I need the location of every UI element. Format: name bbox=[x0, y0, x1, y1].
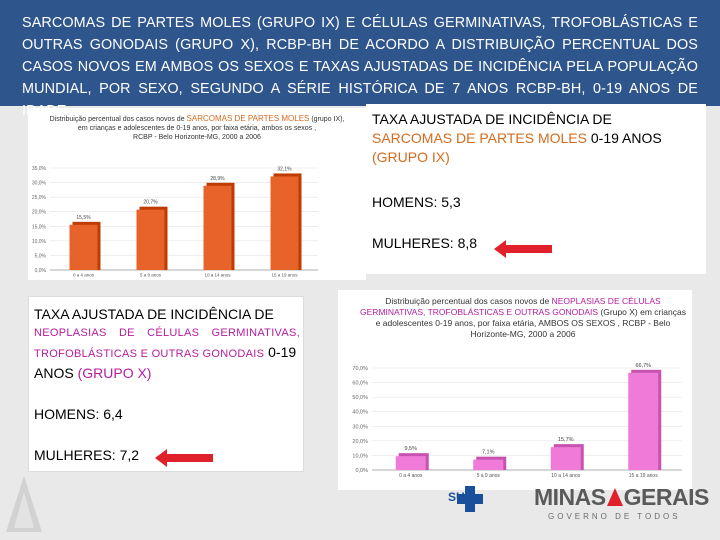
chart2-ytick-label: 0,0% bbox=[355, 468, 368, 474]
chart2-ytick-label: 30,0% bbox=[352, 424, 368, 430]
chart2-title: Distribuição percentual dos casos novos … bbox=[358, 296, 688, 340]
decorative-triangle-icon bbox=[6, 476, 42, 532]
chart1-data-label: 28,9% bbox=[210, 176, 225, 182]
chart1-bar bbox=[270, 176, 299, 270]
header-line-3: CASOS NOVOS EM AMBOS OS SEXOS E TAXAS AJ… bbox=[22, 59, 698, 75]
panel-right-homens: HOMENS: 5,3 bbox=[372, 194, 461, 210]
chart1-category-label: 5 a 9 anos bbox=[140, 273, 162, 278]
header-line-1: SARCOMAS DE PARTES MOLES (GRUPO IX) E CÉ… bbox=[22, 15, 698, 31]
chart-sarcomas: Distribuição percentual dos casos novos … bbox=[28, 108, 366, 280]
chart2-category-label: 10 a 14 anos bbox=[551, 473, 580, 479]
chart1-ytick-label: 30,0% bbox=[32, 181, 47, 187]
chart1-ytick-label: 10,0% bbox=[32, 239, 47, 245]
chart2-bar bbox=[550, 447, 581, 470]
panel-left-line4: ANOS bbox=[34, 365, 78, 381]
panel-sarcomas-rate: TAXA AJUSTADA DE INCIDÊNCIA DE SARCOMAS … bbox=[366, 104, 706, 274]
chart1-plot: 0,0% 5,0% 10,0% 15,0% 20,0% 25,0% 30,0% 35,0% 15… bbox=[32, 166, 318, 278]
chart1-data-label: 32,1% bbox=[277, 166, 292, 172]
arrow-left-icon bbox=[494, 240, 552, 258]
panel-left-text: TAXA AJUSTADA DE INCIDÊNCIA DE NEOPLASIA… bbox=[34, 305, 300, 465]
chart-germinativas: Distribuição percentual dos casos novos … bbox=[338, 290, 692, 490]
chart1-ytick-label: 0,0% bbox=[35, 268, 47, 274]
panel-right-text: TAXA AJUSTADA DE INCIDÊNCIA DE SARCOMAS … bbox=[372, 110, 702, 253]
chart2-ytick-label: 20,0% bbox=[352, 439, 368, 445]
panel-left-group: (GRUPO X) bbox=[77, 365, 152, 381]
chart1-data-label: 20,7% bbox=[143, 200, 158, 206]
chart2-category-label: 0 a 4 anos bbox=[399, 473, 423, 479]
chart2-ytick-label: 50,0% bbox=[352, 395, 368, 401]
header-line-2: OUTRAS GONODAIS (GRUPO X), RCBP-BH DE AC… bbox=[22, 37, 698, 53]
chart2-bar bbox=[473, 459, 504, 470]
panel-left-line1: TAXA AJUSTADA DE INCIDÊNCIA DE bbox=[34, 306, 274, 322]
chart1-bar bbox=[203, 185, 232, 270]
chart1-bar bbox=[136, 209, 165, 270]
chart2-category-label: 15 a 19 anos bbox=[629, 473, 658, 479]
chart1-title-highlight: SARCOMAS DE PARTES MOLES bbox=[186, 114, 310, 123]
chart2-ytick-label: 60,0% bbox=[352, 381, 368, 387]
triangle-brand-icon bbox=[606, 488, 623, 506]
brand-tagline: GOVERNO DE TODOS bbox=[548, 512, 681, 521]
panel-left-mulheres: MULHERES: 7,2 bbox=[34, 447, 140, 463]
chart1-title-line3: RCBP - Belo Horizonte-MG, 2000 a 2006 bbox=[133, 134, 261, 141]
panel-left-homens: HOMENS: 6,4 bbox=[34, 406, 123, 422]
chart1-category-label: 0 a 4 anos bbox=[73, 273, 95, 278]
panel-right-age: 0-19 ANOS bbox=[586, 130, 662, 146]
panel-right-mulheres: MULHERES: 8,8 bbox=[372, 235, 478, 251]
chart1-category-label: 15 a 19 anos bbox=[271, 273, 298, 278]
chart2-ytick-label: 70,0% bbox=[352, 366, 368, 372]
chart1-ytick-label: 5,0% bbox=[35, 253, 47, 259]
slide-header: SARCOMAS DE PARTES MOLES (GRUPO IX) E CÉ… bbox=[0, 0, 720, 119]
chart1-ytick-label: 20,0% bbox=[32, 210, 47, 216]
chart2-ytick-label: 10,0% bbox=[352, 453, 368, 459]
chart1-title: Distribuição percentual dos casos novos … bbox=[36, 114, 358, 142]
chart2-category-label: 5 a 9 anos bbox=[477, 473, 501, 479]
minas-gerais-wordmark: MINAS GERAIS bbox=[534, 484, 709, 511]
sus-label: SUS bbox=[448, 490, 473, 504]
panel-right-group: (GRUPO IX) bbox=[372, 149, 450, 165]
chart1-data-label: 15,5% bbox=[76, 215, 91, 221]
chart2-data-label: 15,7% bbox=[558, 437, 574, 443]
chart2-data-label: 9,5% bbox=[404, 446, 417, 452]
chart2-title-post: (Grupo X) em crianças e adolescentes 0-1… bbox=[375, 307, 686, 339]
chart2-data-label: 7,1% bbox=[482, 450, 495, 456]
panel-germinativas-rate: TAXA AJUSTADA DE INCIDÊNCIA DE NEOPLASIA… bbox=[28, 296, 304, 472]
panel-left-line2: NEOPLASIAS DE CÉLULAS GERMINATIVAS, bbox=[34, 327, 300, 339]
chart1-ytick-label: 35,0% bbox=[32, 166, 47, 172]
chart1-title-pre: Distribuição percentual dos casos novos … bbox=[49, 116, 187, 123]
footer-logos: SUS MINAS GERAIS GOVERNO DE TODOS bbox=[448, 478, 709, 534]
panel-left-age: 0-19 bbox=[264, 344, 297, 360]
chart2-ytick-label: 40,0% bbox=[352, 410, 368, 416]
chart2-plot: 0,0% 10,0% 20,0% 30,0% 40,0% 50,0% 60,0% 70,0% 9… bbox=[352, 363, 682, 479]
panel-right-line1: TAXA AJUSTADA DE INCIDÊNCIA DE bbox=[372, 111, 612, 127]
brand-gerais: GERAIS bbox=[623, 484, 710, 510]
chart1-bar bbox=[69, 224, 98, 270]
chart1-ytick-label: 25,0% bbox=[32, 195, 47, 201]
chart1-category-label: 10 a 14 anos bbox=[204, 273, 231, 278]
chart2-title-highlight: NEOPLASIAS DE CÉLULAS GERMINATIVAS, TROF… bbox=[360, 296, 661, 317]
chart2-bar bbox=[628, 372, 659, 470]
chart2-bar bbox=[395, 456, 426, 470]
sus-logo-icon bbox=[457, 486, 483, 512]
chart1-ytick-label: 15,0% bbox=[32, 224, 47, 230]
panel-left-line3: TROFOBLÁSTICAS E OUTRAS GONODAIS bbox=[34, 348, 265, 360]
chart2-title-pre: Distribuição percentual dos casos novos … bbox=[385, 296, 552, 306]
panel-right-highlight: SARCOMAS DE PARTES MOLES bbox=[372, 130, 587, 146]
chart1-title-line2: em crianças e adolescentes de 0-19 anos,… bbox=[77, 125, 317, 132]
chart2-data-label: 66,7% bbox=[635, 363, 651, 369]
arrow-left-icon bbox=[155, 449, 213, 467]
chart1-title-post: (grupo IX), bbox=[309, 116, 345, 123]
brand-minas: MINAS bbox=[534, 484, 606, 510]
